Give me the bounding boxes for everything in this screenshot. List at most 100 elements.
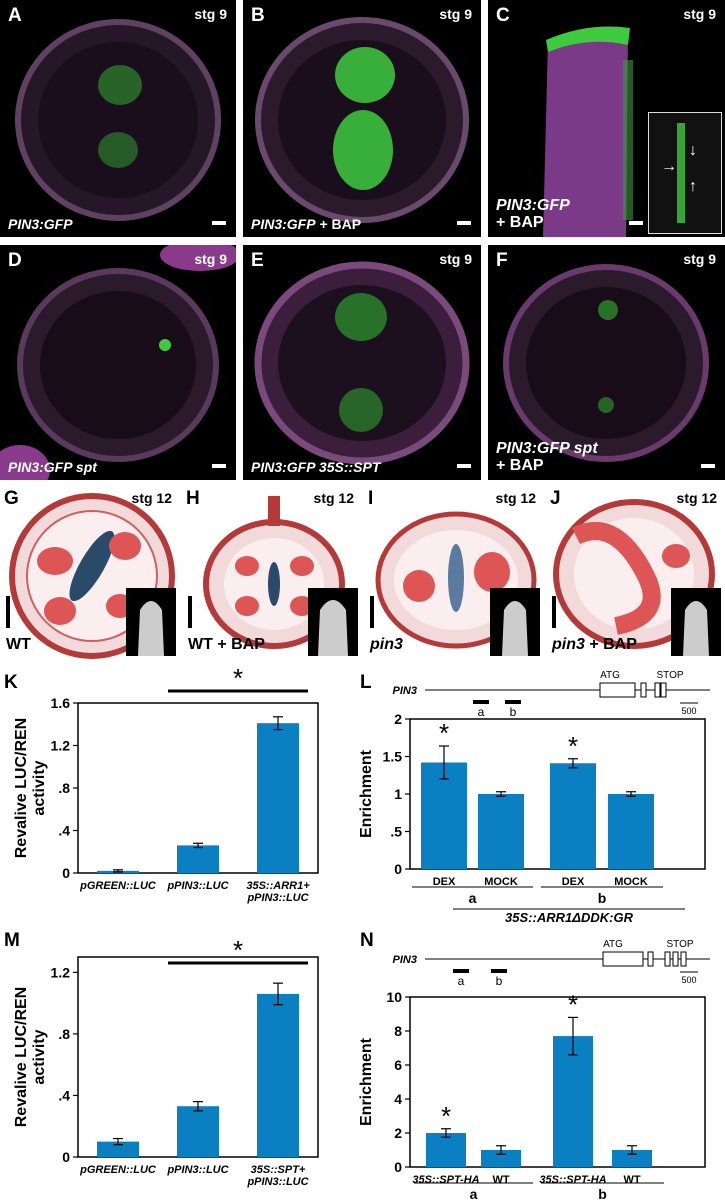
panel-e-genotype: PIN3:GFP 35S::SPT <box>251 458 381 475</box>
y-tick-label: .4 <box>58 1087 70 1103</box>
y-tick-label: 1.2 <box>51 964 71 980</box>
amplicon-a-label: a <box>478 705 485 719</box>
amplicon-b <box>491 969 507 973</box>
y-axis-label: Revalive LUC/REN <box>13 718 30 859</box>
category-label: pGREEN::LUC <box>79 1164 157 1176</box>
panel-e-micrograph <box>254 261 470 465</box>
bar <box>97 1141 139 1157</box>
gene-name: PIN3 <box>393 685 417 697</box>
atg-label: ATG <box>603 939 623 950</box>
y-tick-label: 1 <box>394 786 402 802</box>
panel-i-genotype: pin3 <box>370 636 403 653</box>
group-label: a <box>469 890 477 906</box>
exon-box <box>672 951 679 967</box>
panel-a-genotype: PIN3:GFP <box>8 215 73 232</box>
stop-label: STOP <box>666 939 693 950</box>
panel-a-scale-bar <box>212 221 226 225</box>
exon-box <box>640 682 647 698</box>
y-tick-label: 1.2 <box>51 738 71 754</box>
panel-j-treatment: + BAP <box>584 636 637 653</box>
panel-j-stage: stg 12 <box>676 490 717 506</box>
panel-b-stage: stg 9 <box>439 6 472 22</box>
amplicon-a <box>473 700 489 704</box>
panel-d-micrograph <box>0 245 236 480</box>
panel-c-letter: C <box>496 5 510 26</box>
panel-d: D stg 9 PIN3:GFP spt <box>0 245 236 480</box>
panel-h-sem-inset <box>308 588 358 656</box>
panel-i: I stg 12 pin3 <box>364 486 544 660</box>
exon-box <box>599 682 636 698</box>
panel-d-letter: D <box>8 250 22 271</box>
exon-box <box>660 682 667 698</box>
y-axis-label: Enrichment <box>358 1037 375 1126</box>
panel-j-sem-inset <box>671 588 721 656</box>
panel-b-letter: B <box>251 5 265 26</box>
panel-h-scale-bar <box>188 596 192 628</box>
panel-a-letter: A <box>8 5 22 26</box>
y-tick-label: 10 <box>386 989 402 1005</box>
category-label: pPIN3::LUC <box>166 1164 229 1176</box>
category-label: pPIN3::LUC <box>246 892 309 904</box>
panel-b-genotype: PIN3:GFP <box>251 215 316 232</box>
exon-box <box>647 951 654 967</box>
bar <box>177 1106 219 1157</box>
amplicon-a-label: a <box>458 974 465 988</box>
panel-i-stage: stg 12 <box>495 490 536 506</box>
panel-h-genotype: WT + BAP <box>188 636 265 653</box>
amplicon-b-label: b <box>496 974 503 988</box>
panel-b-treatment: + BAP <box>315 215 362 232</box>
category-label: DEX <box>433 876 456 888</box>
panel-b: B stg 9 PIN3:GFP + BAP <box>243 0 481 237</box>
y-tick-label: .8 <box>58 1026 70 1042</box>
panel-c-micrograph <box>543 26 633 237</box>
panel-j-genotype-row: pin3 + BAP <box>552 636 637 654</box>
y-tick-label: 4 <box>394 1091 402 1107</box>
panel-g: G stg 12 WT <box>0 486 180 660</box>
panel-f: F stg 9 PIN3:GFP spt + BAP <box>488 245 725 480</box>
panel-h-letter: H <box>186 488 200 509</box>
bar <box>421 762 467 869</box>
y-tick-label: .5 <box>390 824 402 840</box>
panel-g-scale-bar <box>6 596 10 628</box>
significance-star: * <box>568 989 578 1019</box>
panel-n-letter: N <box>360 930 374 951</box>
category-label: 35S::ARR1+ <box>246 880 310 892</box>
category-label: pPIN3::LUC <box>246 1176 309 1188</box>
panel-d-stage: stg 9 <box>194 251 227 267</box>
panel-g-sem-inset <box>126 588 176 656</box>
y-tick-label: 0 <box>62 1149 70 1165</box>
arrow-down-icon: ↓ <box>689 142 697 159</box>
bar <box>257 723 299 873</box>
panel-e: E stg 9 PIN3:GFP 35S::SPT <box>243 245 481 480</box>
category-label: MOCK <box>484 876 518 888</box>
category-label: 35S::SPT-HA <box>539 1174 606 1186</box>
y-tick-label: 0 <box>394 861 402 877</box>
panel-f-stage: stg 9 <box>683 251 716 267</box>
bar <box>481 1150 521 1167</box>
bar <box>478 794 524 869</box>
panel-f-micrograph <box>503 264 709 462</box>
y-axis-label: Revalive LUC/REN <box>13 987 30 1128</box>
category-label: 35S::SPT+ <box>251 1164 306 1176</box>
bar <box>608 794 654 869</box>
panel-c-genotype: PIN3:GFP <box>496 196 570 214</box>
panel-l-letter: L <box>360 672 372 693</box>
panel-b-scale-bar <box>457 221 471 225</box>
panel-d-genotype: PIN3:GFP spt <box>8 458 97 475</box>
exon-box <box>680 951 687 967</box>
panel-m-letter: M <box>4 930 20 951</box>
chart-k: 0 .4 .8 1.2 1.6 Revalive LUC/REN activity pGREE… <box>13 665 319 904</box>
panel-f-scale-bar <box>701 464 715 468</box>
panel-g-letter: G <box>4 488 19 509</box>
panel-i-scale-bar <box>370 596 374 628</box>
panel-j-scale-bar <box>552 596 556 628</box>
panel-f-letter: F <box>496 250 508 271</box>
panel-f-genotype-row: PIN3:GFP spt + BAP <box>496 440 598 475</box>
amplicon-a <box>453 969 469 973</box>
y-tick-label: 6 <box>394 1057 402 1073</box>
bar <box>177 845 219 873</box>
amplicon-b <box>505 700 521 704</box>
panel-e-scale-bar <box>457 464 471 468</box>
significance-star: * <box>439 718 449 748</box>
